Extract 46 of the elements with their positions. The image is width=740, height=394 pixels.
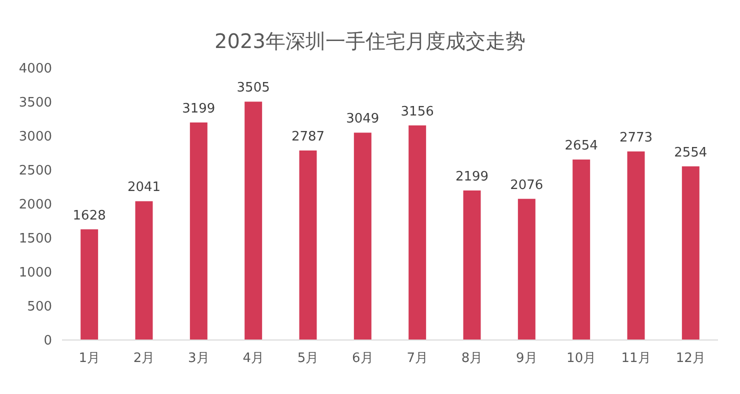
- y-tick-label: 3000: [18, 130, 52, 145]
- x-tick-label: 11月: [621, 351, 651, 366]
- data-label: 2773: [619, 130, 653, 146]
- y-tick-label: 1500: [18, 232, 52, 247]
- y-tick-label: 2500: [18, 164, 52, 179]
- chart-title: 2023年深圳一手住宅月度成交走势: [214, 29, 526, 53]
- bar: [682, 166, 700, 340]
- data-label: 1628: [72, 208, 106, 224]
- bar: [572, 160, 590, 340]
- x-tick-label: 8月: [461, 351, 483, 366]
- bar: [135, 201, 153, 340]
- x-tick-label: 12月: [676, 351, 706, 366]
- bar: [244, 102, 262, 340]
- data-label: 2199: [455, 169, 489, 184]
- data-label: 2041: [127, 180, 161, 196]
- x-tick-label: 6月: [352, 351, 374, 366]
- x-tick-label: 5月: [297, 351, 319, 366]
- bar: [299, 150, 317, 340]
- data-label: 3156: [400, 104, 434, 120]
- x-tick-label: 1月: [78, 351, 100, 366]
- data-label: 3505: [236, 80, 270, 96]
- x-tick-label: 2月: [133, 351, 155, 366]
- data-label: 2554: [674, 145, 708, 160]
- bar: [463, 190, 481, 340]
- data-label: 2076: [510, 178, 544, 193]
- data-label: 2654: [564, 138, 598, 154]
- y-tick-label: 2000: [18, 198, 52, 213]
- bar: [190, 122, 208, 340]
- x-tick-label: 4月: [242, 351, 264, 366]
- y-tick-label: 500: [27, 300, 52, 315]
- bar: [518, 198, 536, 340]
- x-tick-label: 3月: [188, 351, 210, 366]
- data-label: 3049: [346, 112, 380, 127]
- y-tick-label: 4000: [18, 62, 52, 77]
- data-label: 3199: [182, 101, 216, 116]
- x-tick-label: 7月: [406, 351, 428, 366]
- bar: [627, 151, 645, 340]
- bar: [408, 125, 426, 340]
- y-tick-label: 0: [44, 334, 52, 349]
- data-label: 2787: [291, 129, 325, 144]
- x-tick-label: 9月: [516, 351, 538, 366]
- x-tick-label: 10月: [566, 351, 596, 366]
- y-tick-label: 3500: [18, 96, 52, 111]
- y-tick-label: 1000: [18, 266, 52, 281]
- bar: [354, 132, 372, 340]
- bar: [80, 229, 98, 340]
